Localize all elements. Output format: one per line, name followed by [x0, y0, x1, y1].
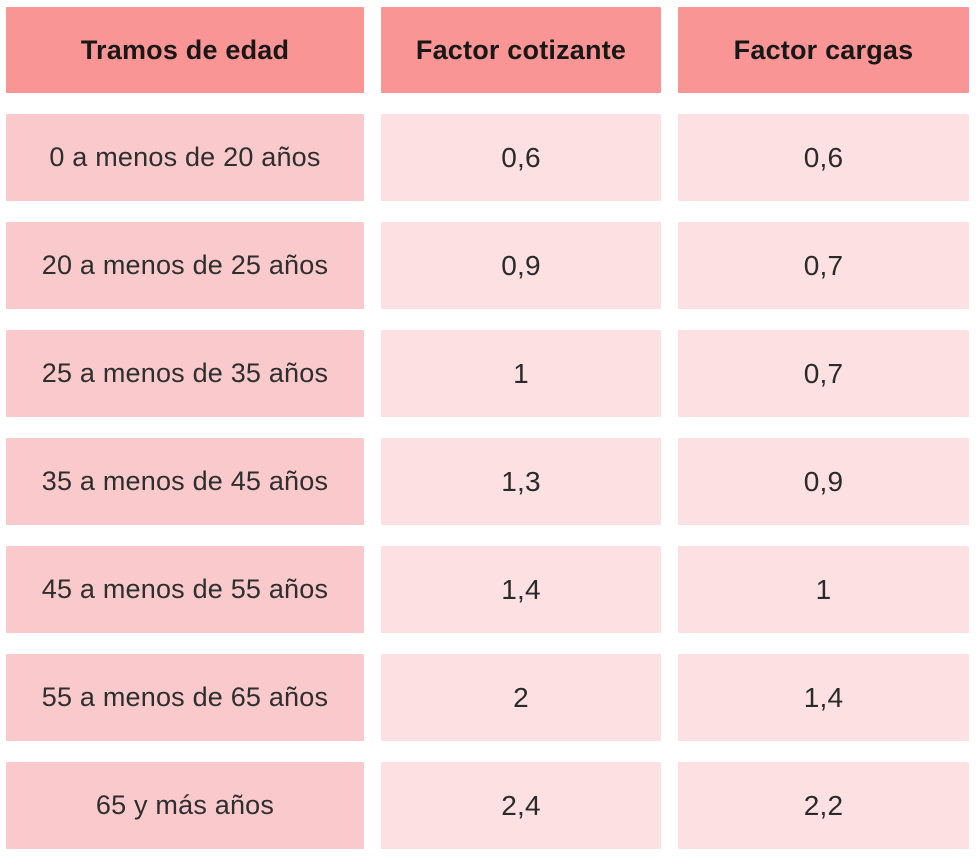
- row-3-cargas-cell: 0,9: [678, 438, 969, 525]
- row-5-cotizante-cell: 2: [381, 654, 661, 741]
- row-4-cargas-cell: 1: [678, 546, 969, 633]
- row-3-cotizante-cell: 1,3: [381, 438, 661, 525]
- row-2-cargas-cell: 0,7: [678, 330, 969, 417]
- row-2-tramo-cell: 25 a menos de 35 años: [6, 330, 364, 417]
- row-6-tramo-cell: 65 y más años: [6, 762, 364, 849]
- row-1-tramo-cell: 20 a menos de 25 años: [6, 222, 364, 309]
- row-4-tramo-cell: 45 a menos de 55 años: [6, 546, 364, 633]
- row-0-tramo-cell: 0 a menos de 20 años: [6, 114, 364, 201]
- header-factor-cotizante: Factor cotizante: [381, 7, 661, 93]
- row-4-cotizante-cell: 1,4: [381, 546, 661, 633]
- row-6-cotizante-cell: 2,4: [381, 762, 661, 849]
- row-0-cargas-cell: 0,6: [678, 114, 969, 201]
- row-3-tramo-cell: 35 a menos de 45 años: [6, 438, 364, 525]
- row-0-cotizante-cell: 0,6: [381, 114, 661, 201]
- row-1-cotizante-cell: 0,9: [381, 222, 661, 309]
- row-5-cargas-cell: 1,4: [678, 654, 969, 741]
- row-1-cargas-cell: 0,7: [678, 222, 969, 309]
- row-6-cargas-cell: 2,2: [678, 762, 969, 849]
- row-5-tramo-cell: 55 a menos de 65 años: [6, 654, 364, 741]
- header-factor-cargas: Factor cargas: [678, 7, 969, 93]
- header-tramos-de-edad: Tramos de edad: [6, 7, 364, 93]
- row-2-cotizante-cell: 1: [381, 330, 661, 417]
